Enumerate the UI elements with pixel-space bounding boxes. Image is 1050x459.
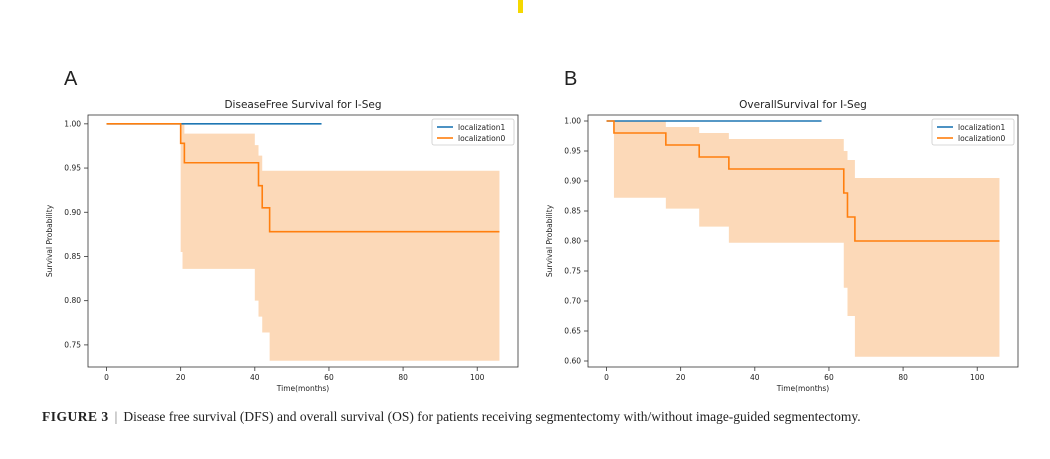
os-ytick-label: 1.00 [564, 117, 581, 126]
dfs-legend-label-localization0: localization0 [458, 134, 505, 143]
dfs-axes-frame [87, 114, 519, 368]
dfs-confidence-band-localization0 [106, 123, 500, 361]
os-ytick-label: 0.95 [564, 147, 581, 156]
os-xtick-label: 60 [824, 373, 834, 382]
figure-caption: FIGURE 3 | Disease free survival (DFS) and… [42, 406, 1028, 427]
os-series-localization0 [606, 120, 1000, 242]
os-ytick-label: 0.80 [564, 237, 581, 246]
dfs-title: DiseaseFree Survival for I-Seg [224, 99, 381, 111]
dfs-ytick-label: 0.80 [64, 296, 81, 305]
dfs-xtick-label: 0 [104, 373, 109, 382]
dfs-legend: localization1 localization0 [431, 118, 515, 146]
dfs-ytick-label: 0.85 [64, 252, 81, 261]
caption-label: FIGURE 3 [42, 409, 109, 424]
dfs-xtick-label: 100 [470, 373, 485, 382]
os-legend-label-localization0: localization0 [958, 134, 1005, 143]
dfs-ytick-label: 0.90 [64, 208, 81, 217]
dfs-xtick-label: 80 [398, 373, 408, 382]
os-confidence-band-localization0 [606, 121, 1000, 357]
panel-label-a: A [64, 68, 78, 90]
caption-text: Disease free survival (DFS) and overall … [123, 409, 861, 424]
os-legend-label-localization1: localization1 [958, 123, 1005, 132]
chart-overall-survival: OverallSurvival for I-Seg 0 20 40 60 80 100 0.6… [545, 99, 1019, 393]
dfs-series-localization0 [106, 123, 500, 233]
os-ytick-label: 0.85 [564, 207, 581, 216]
dfs-ytick-label: 1.00 [64, 119, 81, 128]
os-ytick-label: 0.60 [564, 357, 581, 366]
os-xlabel: Time(months) [776, 384, 830, 393]
os-xtick-label: 40 [750, 373, 760, 382]
os-xtick-label: 100 [970, 373, 985, 382]
os-ytick-label: 0.70 [564, 297, 581, 306]
os-legend: localization1 localization0 [931, 118, 1015, 146]
os-ytick-label: 0.90 [564, 177, 581, 186]
os-xtick-label: 80 [898, 373, 908, 382]
dfs-ylabel: Survival Probability [45, 204, 54, 277]
os-xtick-label: 0 [604, 373, 609, 382]
caption-separator: | [114, 409, 118, 424]
dfs-legend-label-localization1: localization1 [458, 123, 505, 132]
dfs-xlabel: Time(months) [276, 384, 330, 393]
dfs-xtick-label: 60 [324, 373, 334, 382]
dfs-ytick-label: 0.75 [64, 340, 81, 349]
panel-label-b: B [564, 68, 578, 90]
dfs-xtick-label: 40 [250, 373, 260, 382]
os-ytick-label: 0.65 [564, 327, 581, 336]
os-ytick-label: 0.75 [564, 267, 581, 276]
accent-mark [518, 0, 523, 13]
os-title: OverallSurvival for I-Seg [739, 99, 867, 111]
os-ylabel: Survival Probability [545, 204, 554, 277]
os-xtick-label: 20 [676, 373, 686, 382]
chart-disease-free-survival: DiseaseFree Survival for I-Seg 0 20 40 60 80 1… [45, 99, 519, 393]
dfs-xtick-label: 20 [176, 373, 186, 382]
dfs-ytick-label: 0.95 [64, 164, 81, 173]
